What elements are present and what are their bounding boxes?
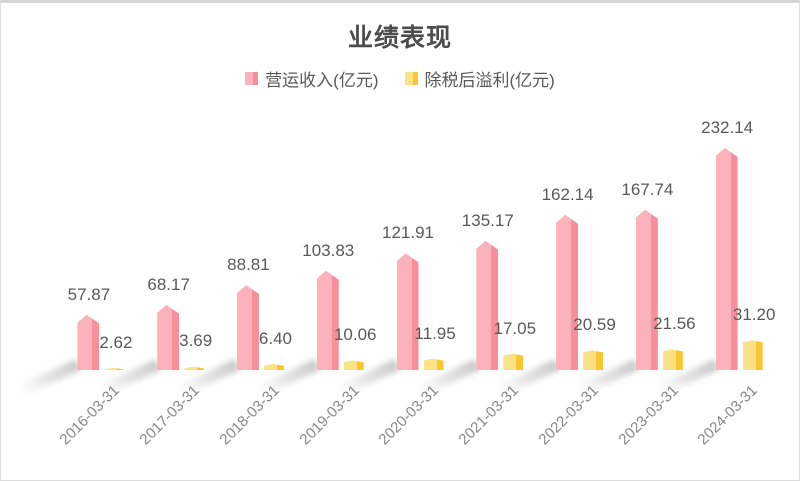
profit-bar: [343, 360, 364, 370]
x-axis-label: 2016-03-31: [56, 382, 123, 449]
profit-value-label: 3.69: [179, 331, 213, 351]
profit-value-label: 31.20: [732, 305, 776, 325]
revenue-value-label: 121.91: [382, 223, 435, 243]
revenue-bar: [77, 314, 100, 370]
revenue-bar: [635, 209, 658, 370]
revenue-bar: [316, 270, 339, 370]
profit-bar: [184, 366, 205, 370]
revenue-bar: [396, 253, 419, 370]
revenue-bar: [236, 285, 259, 370]
legend-label-profit: 除税后溢利(亿元): [424, 71, 555, 90]
profit-value-label: 21.56: [653, 314, 696, 334]
x-axis-label: 2023-03-31: [615, 382, 682, 449]
profit-bar: [263, 363, 284, 370]
revenue-value-label: 88.81: [227, 255, 270, 275]
revenue-bar: [715, 148, 738, 370]
revenue-bar: [556, 214, 579, 370]
chart-legend: 营运收入(亿元) 除税后溢利(亿元): [1, 66, 799, 91]
x-axis-label: 2021-03-31: [455, 382, 522, 449]
profit-value-label: 10.06: [333, 325, 377, 345]
chart-title: 业绩表现: [347, 24, 452, 52]
legend-label-revenue: 营运收入(亿元): [265, 71, 379, 90]
profit-bar: [583, 350, 604, 370]
legend-item-revenue: 营运收入(亿元): [245, 66, 379, 91]
profit-bar: [503, 353, 524, 370]
revenue-value-label: 135.17: [461, 210, 514, 230]
profit-bar: [104, 367, 125, 370]
profit-bar: [423, 358, 444, 370]
bar-group: 57.87 2.62 2016-03-31: [17, 113, 141, 448]
bar-group: 162.14 20.59 2022-03-31: [496, 113, 620, 448]
revenue-value-label: 57.87: [67, 284, 111, 304]
profit-legend-swatch-icon: [404, 72, 418, 85]
plot-area: 57.87 2.62 2016-03-31 68.17 3.69 2017-03-31 88…: [17, 113, 779, 448]
bar-group: 68.17 3.69 2017-03-31: [97, 113, 221, 448]
profit-value-label: 17.05: [493, 318, 537, 338]
revenue-bar: [157, 304, 180, 370]
revenue-value-label: 167.74: [621, 179, 674, 199]
x-axis-label: 2022-03-31: [535, 382, 602, 449]
revenue-bar: [476, 240, 499, 370]
x-axis-label: 2019-03-31: [295, 382, 363, 449]
profit-value-label: 20.59: [573, 315, 616, 335]
profit-bar: [742, 340, 763, 370]
revenue-legend-swatch-icon: [245, 72, 259, 85]
bar-group: 232.14 31.20 2024-03-31: [655, 113, 779, 448]
bar-group: 88.81 6.40 2018-03-31: [177, 113, 301, 448]
profit-bar: [662, 349, 683, 370]
x-axis-label: 2024-03-31: [694, 382, 762, 449]
revenue-value-label: 103.83: [302, 240, 355, 260]
bar-group: 121.91 11.95 2020-03-31: [336, 113, 460, 448]
revenue-value-label: 162.14: [541, 184, 594, 204]
x-axis-label: 2018-03-31: [216, 382, 283, 449]
revenue-value-label: 232.14: [701, 118, 754, 137]
bar-group: 135.17 17.05 2021-03-31: [416, 113, 540, 448]
legend-item-profit: 除税后溢利(亿元): [404, 66, 555, 91]
x-axis-label: 2020-03-31: [375, 382, 443, 449]
revenue-value-label: 68.17: [147, 274, 190, 294]
profit-value-label: 6.40: [258, 328, 292, 348]
bar-group: 103.83 10.06 2019-03-31: [256, 113, 380, 448]
profit-value-label: 2.62: [99, 332, 133, 352]
profit-value-label: 11.95: [414, 323, 456, 343]
x-axis-label: 2017-03-31: [136, 382, 203, 449]
bar-group: 167.74 21.56 2023-03-31: [576, 113, 699, 448]
